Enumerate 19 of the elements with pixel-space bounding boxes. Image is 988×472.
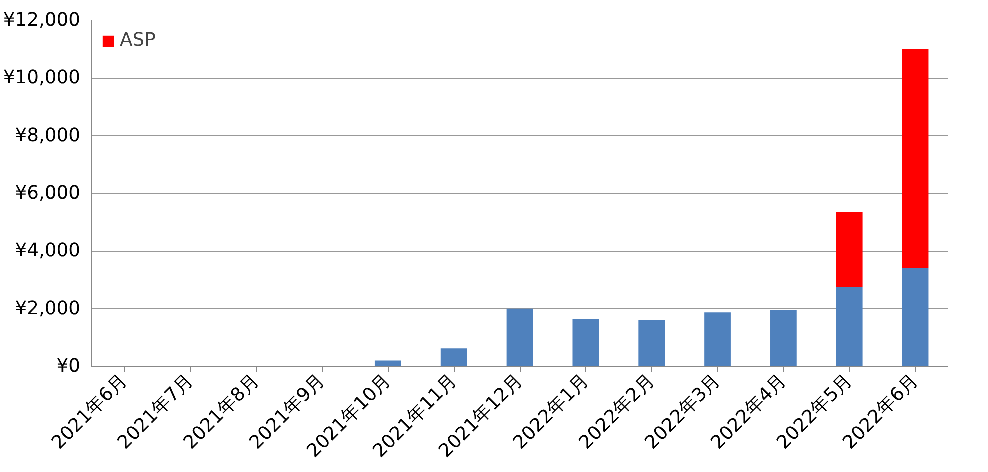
- bar: [902, 49, 929, 268]
- bar: [836, 287, 863, 366]
- bar: [374, 360, 402, 366]
- y-tick-label: ¥6,000: [15, 183, 81, 204]
- bar: [836, 212, 863, 288]
- y-tick-label: ¥4,000: [15, 240, 81, 262]
- y-tick-label: ¥2,000: [15, 298, 81, 320]
- legend-label: ASP: [120, 30, 156, 51]
- bar: [638, 320, 666, 366]
- y-tick-label: ¥0: [56, 356, 81, 377]
- y-tick-label: ¥10,000: [3, 68, 81, 89]
- bar: [572, 319, 600, 366]
- y-tick-label: ¥8,000: [15, 125, 81, 146]
- y-tick-label: ¥12,000: [3, 10, 81, 31]
- bar: [506, 308, 534, 366]
- bar: [440, 348, 468, 366]
- bar: [770, 310, 797, 366]
- bar: [902, 268, 929, 366]
- bar: [704, 312, 731, 366]
